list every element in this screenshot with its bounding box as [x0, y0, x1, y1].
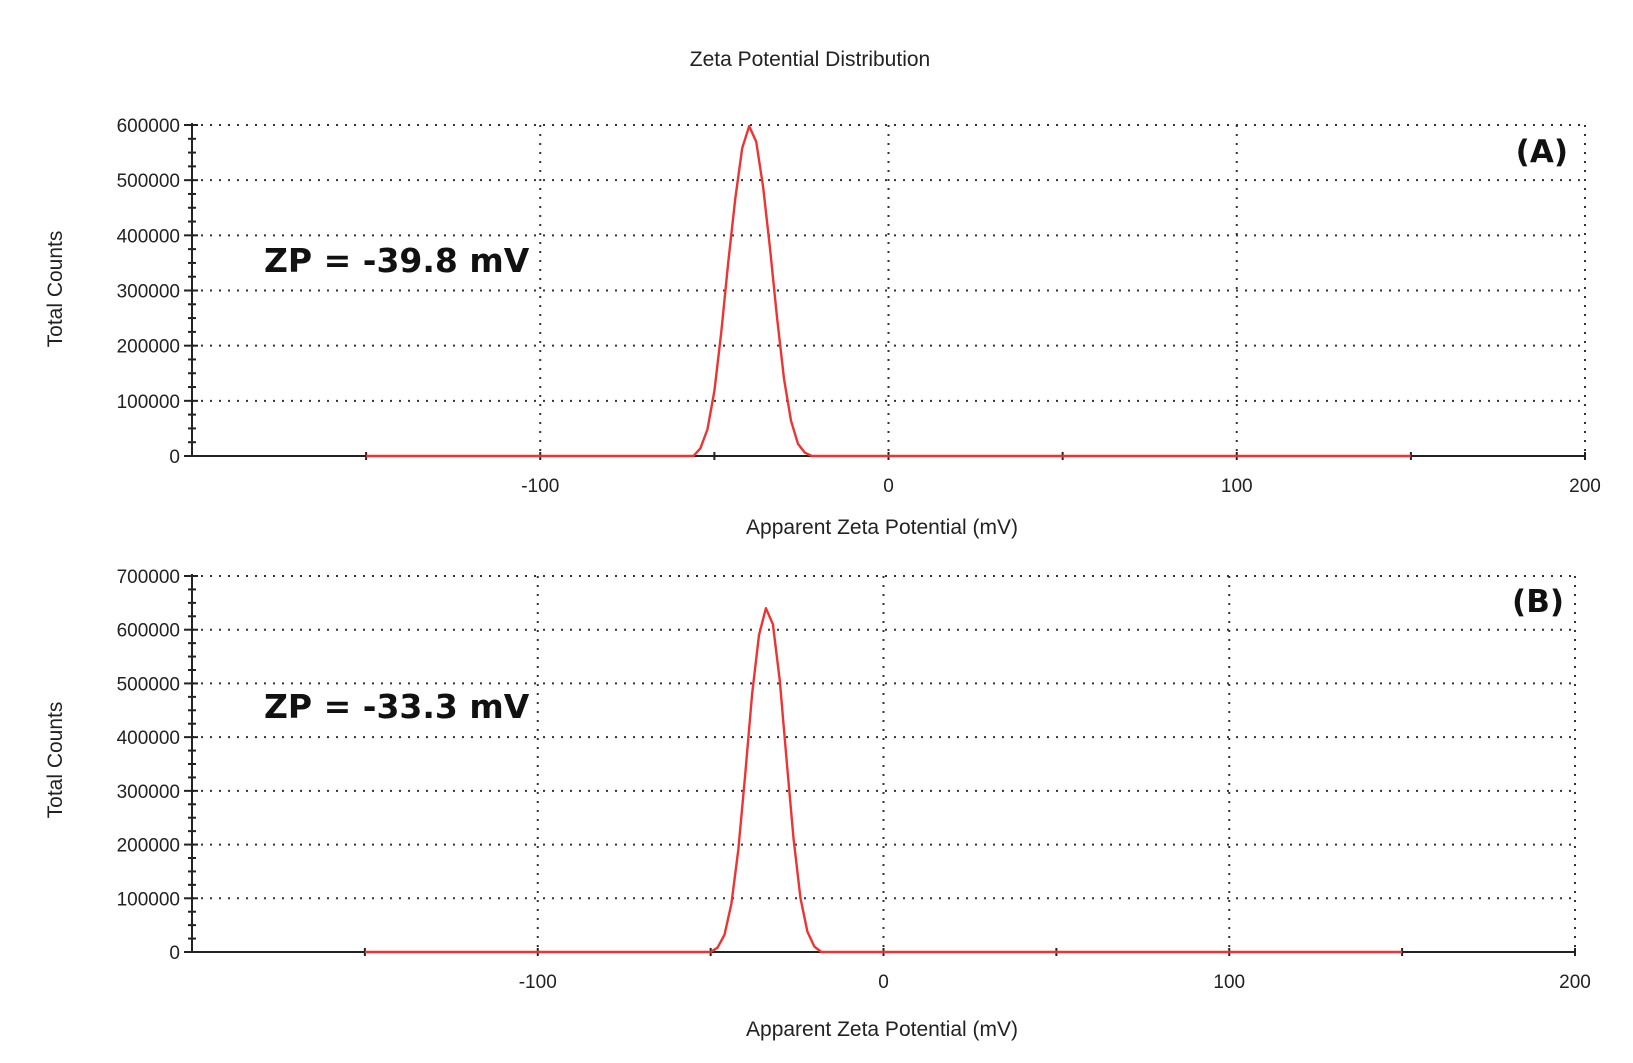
- panel-label: (A): [1516, 134, 1568, 170]
- y-tick-label: 600000: [117, 621, 180, 642]
- x-tick-label: 100: [1213, 972, 1245, 993]
- y-tick-label: 100000: [117, 392, 180, 413]
- x-tick-label: -100: [519, 972, 557, 993]
- y-tick-label: 500000: [117, 674, 180, 695]
- x-tick-label: -100: [521, 476, 559, 497]
- y-tick-label: 600000: [117, 116, 180, 137]
- x-tick-label: 200: [1559, 972, 1591, 993]
- y-tick-label: 400000: [117, 728, 180, 749]
- zeta-potential-annotation: ZP = -33.3 mV: [264, 687, 530, 726]
- chart-panel-a: (A) ZP = -39.8 mV Apparent Zeta Potentia…: [44, 116, 1601, 539]
- y-tick-label: 0: [169, 447, 180, 468]
- y-tick-label: 200000: [117, 337, 180, 358]
- grid: [192, 124, 1586, 456]
- y-tick-label: 300000: [117, 282, 180, 303]
- distribution-curve: [364, 607, 1403, 954]
- y-tick-label: 400000: [117, 226, 180, 247]
- zeta-potential-annotation: ZP = -39.8 mV: [264, 241, 530, 280]
- x-tick-label: 200: [1569, 476, 1601, 497]
- x-tick-label: 0: [883, 476, 894, 497]
- grid: [192, 575, 1576, 952]
- y-tick-label: 0: [169, 943, 180, 964]
- y-tick-label: 200000: [117, 836, 180, 857]
- x-axis-title: Apparent Zeta Potential (mV): [746, 516, 1018, 539]
- panel-label: (B): [1512, 584, 1564, 620]
- x-axis-title: Apparent Zeta Potential (mV): [746, 1018, 1018, 1041]
- y-tick-label: 700000: [117, 567, 180, 588]
- distribution-curve: [366, 124, 1411, 458]
- figure-title: Zeta Potential Distribution: [690, 48, 930, 71]
- chart-panel-b: (B) ZP = -33.3 mV Apparent Zeta Potentia…: [44, 567, 1591, 1041]
- y-tick-label: 500000: [117, 171, 180, 192]
- x-tick-label: 0: [878, 972, 889, 993]
- y-tick-label: 100000: [117, 889, 180, 910]
- x-tick-label: 100: [1221, 476, 1253, 497]
- y-tick-label: 300000: [117, 782, 180, 803]
- y-axis-title: Total Counts: [44, 231, 67, 348]
- y-axis-title: Total Counts: [44, 702, 67, 819]
